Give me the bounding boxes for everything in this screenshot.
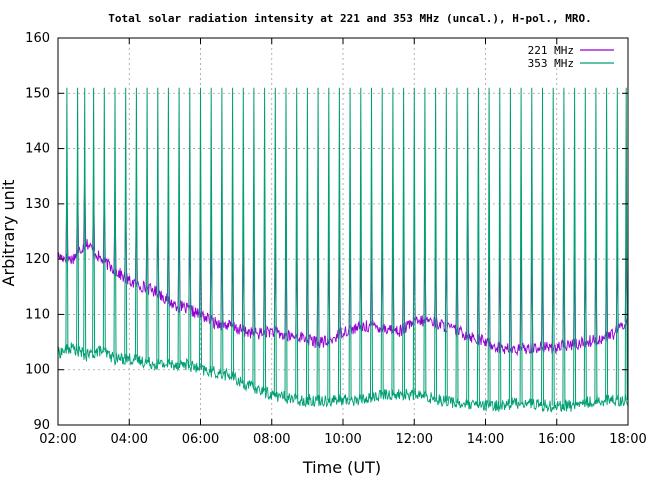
series-spike <box>241 87 245 384</box>
x-tick-label: 12:00 <box>396 432 433 447</box>
series-spike <box>466 87 470 406</box>
series-spike <box>615 87 619 401</box>
y-tick-label: 110 <box>25 307 50 322</box>
series-spike <box>327 87 331 401</box>
series-spike <box>562 87 566 406</box>
series-spike <box>166 87 170 365</box>
x-axis: 02:00 04:00 06:00 08:00 10:00 12:00 14:00 16:00… <box>39 38 647 447</box>
series-spike <box>295 87 299 400</box>
series-spike <box>551 87 555 406</box>
series-spike <box>444 87 448 401</box>
series-1 <box>57 87 629 413</box>
plot-area <box>57 87 629 413</box>
series-spike <box>348 87 352 401</box>
series-spike <box>370 87 373 398</box>
series-line <box>57 342 629 413</box>
series-spike <box>92 87 96 354</box>
series-spike <box>391 87 395 395</box>
series-spike <box>113 87 117 359</box>
x-tick-label: 10:00 <box>324 432 361 447</box>
series-spike <box>594 87 598 401</box>
series-spike <box>402 87 406 395</box>
series-spike <box>519 87 523 403</box>
series-spike <box>487 87 491 406</box>
x-tick-label: 16:00 <box>538 432 575 447</box>
chart-title: Total solar radiation intensity at 221 a… <box>108 12 591 25</box>
x-tick-label: 18:00 <box>609 432 646 447</box>
series-spike <box>177 87 181 365</box>
series-spike <box>124 87 128 359</box>
y-tick-label: 120 <box>25 252 50 267</box>
series-spike <box>476 87 480 406</box>
series-spike <box>209 87 213 372</box>
series-spike <box>231 87 235 378</box>
series-spike <box>273 87 277 396</box>
series-spike <box>252 87 256 388</box>
legend-label: 221 MHz <box>528 44 574 57</box>
series-spike <box>134 87 138 361</box>
series-spike <box>337 87 341 401</box>
series-spike <box>263 87 267 392</box>
y-axis: 90 100 110 120 130 140 150 160 <box>25 31 628 433</box>
x-tick-label: 08:00 <box>253 432 290 447</box>
series-spike <box>583 87 587 403</box>
series-spike <box>423 87 427 397</box>
series-spike <box>541 87 544 406</box>
series-spike <box>380 87 384 396</box>
series-spike <box>188 87 192 366</box>
y-tick-label: 150 <box>25 86 50 101</box>
x-tick-label: 04:00 <box>111 432 148 447</box>
series-spike <box>412 87 416 395</box>
series-spike <box>156 87 160 365</box>
series-spike <box>624 87 628 401</box>
y-tick-label: 130 <box>25 197 50 212</box>
y-tick-label: 160 <box>25 31 50 46</box>
series-spike <box>220 87 224 374</box>
y-tick-label: 90 <box>33 418 50 433</box>
x-tick-label: 02:00 <box>39 432 76 447</box>
series-spike <box>573 87 577 406</box>
series-spike <box>145 87 149 363</box>
legend-label: 353 MHz <box>528 57 574 70</box>
y-tick-label: 100 <box>25 363 50 378</box>
y-tick-label: 140 <box>25 142 50 157</box>
series-spike <box>530 87 534 404</box>
series-spike <box>455 87 459 403</box>
series-spike <box>605 87 609 401</box>
series-spike <box>284 87 288 398</box>
series-spike <box>102 87 106 353</box>
series-spike <box>305 87 309 401</box>
x-axis-label: Time (UT) <box>302 458 381 477</box>
series-spike <box>76 87 80 351</box>
series-spike <box>316 87 320 401</box>
y-axis-label: Arbitrary unit <box>0 180 18 287</box>
series-spike <box>65 87 69 350</box>
series-spike <box>508 87 512 404</box>
x-tick-label: 14:00 <box>467 432 504 447</box>
x-tick-label: 06:00 <box>182 432 219 447</box>
series-spike <box>359 87 363 400</box>
series-spike <box>498 87 502 406</box>
series-spike <box>83 87 87 355</box>
series-spike <box>199 87 202 370</box>
series-spike <box>434 87 438 399</box>
